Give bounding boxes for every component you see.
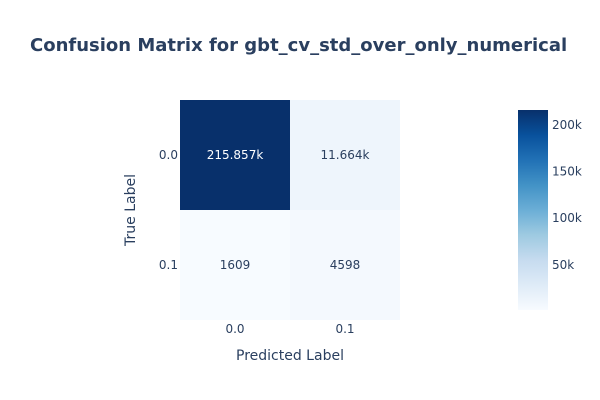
cell-value-label-0-1: 11.664k (321, 148, 370, 162)
cell-value-label-1-1: 4598 (330, 258, 361, 272)
colorbar-tick-label: 150k (552, 164, 582, 178)
y-tick-label: 0.0 (159, 148, 178, 162)
heatmap-cell-0-0 (180, 100, 290, 210)
x-axis-ticks: 0.0 0.1 (225, 322, 354, 336)
x-axis-label: Predicted Label (236, 348, 344, 364)
x-tick-label: 0.0 (225, 322, 244, 336)
y-tick-label: 0.1 (159, 258, 178, 272)
y-axis-ticks: 0.0 0.1 (159, 148, 178, 272)
colorbar-tick-label: 50k (552, 258, 574, 272)
heatmap-cell-1-1 (290, 210, 400, 320)
heatmap-cell-1-0 (180, 210, 290, 320)
heatmap-cell-0-1 (290, 100, 400, 210)
colorbar: 50k 100k 150k 200k (518, 110, 582, 310)
cell-value-label-0-0: 215.857k (207, 148, 264, 162)
colorbar-tick-label: 200k (552, 118, 582, 132)
colorbar-tick-label: 100k (552, 211, 582, 225)
x-tick-label: 0.1 (335, 322, 354, 336)
heatmap-cells: 215.857k 11.664k 1609 4598 (180, 100, 400, 320)
cell-value-label-1-0: 1609 (220, 258, 251, 272)
chart-title: Confusion Matrix for gbt_cv_std_over_onl… (30, 35, 567, 56)
colorbar-gradient (518, 110, 548, 310)
y-axis-label: True Label (123, 174, 139, 247)
